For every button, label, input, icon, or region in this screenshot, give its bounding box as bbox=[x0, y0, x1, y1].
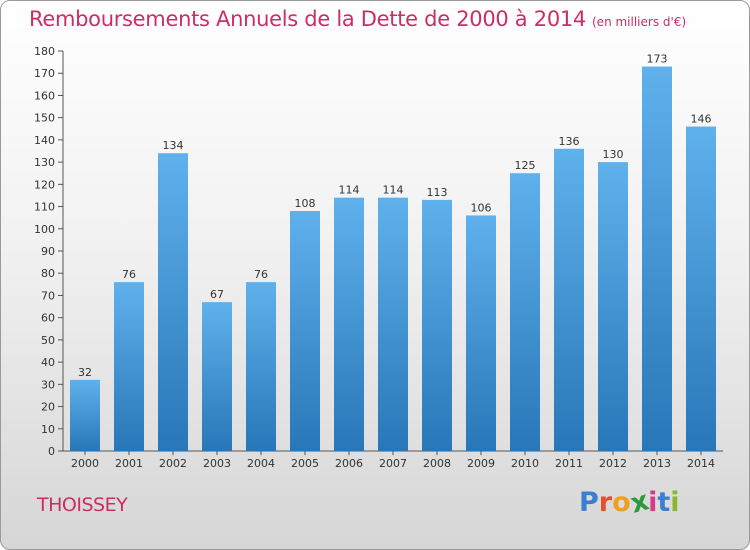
y-tick-label: 20 bbox=[41, 401, 55, 414]
value-label-2007: 114 bbox=[383, 184, 404, 197]
y-tick-label: 140 bbox=[34, 134, 55, 147]
y-tick-label: 80 bbox=[41, 267, 55, 280]
x-tick-label-2007: 2007 bbox=[379, 457, 407, 470]
bar-2013 bbox=[642, 66, 672, 452]
value-label-2014: 146 bbox=[691, 113, 712, 126]
y-tick-label: 180 bbox=[34, 45, 55, 58]
y-tick-label: 0 bbox=[48, 445, 55, 458]
y-tick-label: 70 bbox=[41, 289, 55, 302]
x-tick-label-2011: 2011 bbox=[555, 457, 583, 470]
x-tick-label-2010: 2010 bbox=[511, 457, 539, 470]
x-tick-label-2013: 2013 bbox=[643, 457, 671, 470]
x-tick-label-2005: 2005 bbox=[291, 457, 319, 470]
unit-label: (en milliers d'€) bbox=[592, 15, 687, 29]
value-label-2004: 76 bbox=[254, 268, 268, 281]
bar-2010 bbox=[510, 173, 540, 451]
logo-letter: i bbox=[648, 487, 658, 518]
value-label-2005: 108 bbox=[295, 197, 316, 210]
value-label-2009: 106 bbox=[471, 201, 492, 214]
bar-2008 bbox=[422, 199, 452, 451]
x-tick-label-2000: 2000 bbox=[71, 457, 99, 470]
value-label-2008: 113 bbox=[427, 186, 448, 199]
y-tick-label: 170 bbox=[34, 67, 55, 80]
y-tick-label: 160 bbox=[34, 89, 55, 102]
y-tick-label: 90 bbox=[41, 245, 55, 258]
bar-2012 bbox=[598, 162, 628, 451]
bar-2011 bbox=[554, 148, 584, 451]
bar-2009 bbox=[466, 215, 496, 451]
x-tick-label-2002: 2002 bbox=[159, 457, 187, 470]
y-tick-label: 120 bbox=[34, 178, 55, 191]
value-label-2011: 136 bbox=[559, 135, 580, 148]
value-label-2013: 173 bbox=[647, 53, 668, 66]
bar-2003 bbox=[202, 302, 232, 451]
x-tick-label-2006: 2006 bbox=[335, 457, 363, 470]
logo-letter: i bbox=[670, 487, 680, 518]
x-tick-label-2008: 2008 bbox=[423, 457, 451, 470]
y-tick-label: 40 bbox=[41, 356, 55, 369]
value-label-2010: 125 bbox=[515, 159, 536, 172]
x-tick-label-2004: 2004 bbox=[247, 457, 275, 470]
bar-2005 bbox=[290, 211, 320, 451]
bar-2001 bbox=[114, 282, 144, 451]
y-tick-label: 110 bbox=[34, 201, 55, 214]
bar-2007 bbox=[378, 197, 408, 451]
x-tick-label-2001: 2001 bbox=[115, 457, 143, 470]
x-tick-label-2014: 2014 bbox=[687, 457, 715, 470]
bar-2002 bbox=[158, 153, 188, 451]
y-tick-label: 150 bbox=[34, 112, 55, 125]
commune-name: THOISSEY bbox=[37, 494, 128, 516]
x-tick-label-2012: 2012 bbox=[599, 457, 627, 470]
y-tick-label: 30 bbox=[41, 378, 55, 391]
bar-2000 bbox=[70, 379, 100, 451]
x-tick-label-2009: 2009 bbox=[467, 457, 495, 470]
logo-letter: P bbox=[579, 487, 599, 518]
logo-letter: r bbox=[598, 487, 613, 518]
y-tick-label: 50 bbox=[41, 334, 55, 347]
bar-2006 bbox=[334, 197, 364, 451]
value-label-2003: 67 bbox=[210, 288, 224, 301]
value-label-2012: 130 bbox=[603, 148, 624, 161]
logo-letter: t bbox=[657, 487, 671, 518]
y-tick-label: 10 bbox=[41, 423, 55, 436]
y-tick-label: 130 bbox=[34, 156, 55, 169]
logo-letter: o bbox=[612, 487, 631, 518]
x-tick-label-2003: 2003 bbox=[203, 457, 231, 470]
value-label-2001: 76 bbox=[122, 268, 136, 281]
title-text: Remboursements Annuels de la Dette de 20… bbox=[29, 7, 586, 31]
bar-2014 bbox=[686, 126, 716, 452]
y-tick-label: 100 bbox=[34, 223, 55, 236]
y-tick-label: 60 bbox=[41, 312, 55, 325]
chart-title: Remboursements Annuels de la Dette de 20… bbox=[29, 7, 686, 31]
proxiti-logo: Proxiti bbox=[579, 485, 680, 519]
value-label-2002: 134 bbox=[163, 139, 184, 152]
value-label-2000: 32 bbox=[78, 366, 92, 379]
value-label-2006: 114 bbox=[339, 184, 360, 197]
bar-2004 bbox=[246, 282, 276, 451]
